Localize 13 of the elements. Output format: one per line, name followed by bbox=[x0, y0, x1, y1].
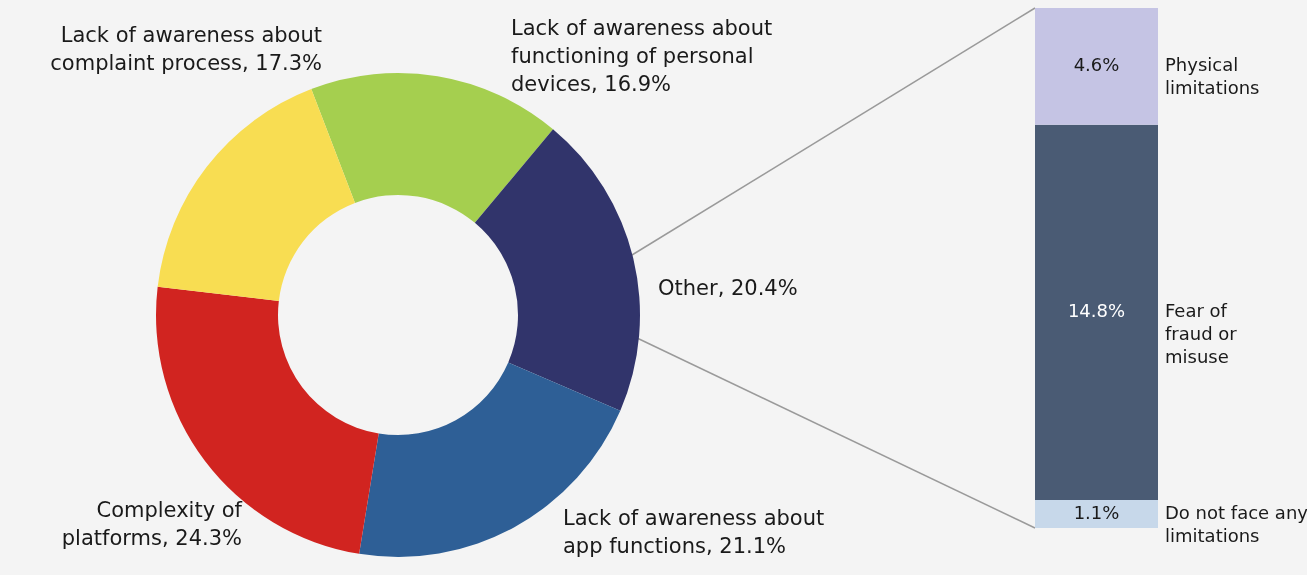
donut-slice bbox=[474, 129, 640, 411]
donut-slice bbox=[157, 89, 355, 301]
slice-label: Complexity of platforms, 24.3% bbox=[61, 498, 243, 550]
slice-label: Lack of awareness about complaint process, 17.3% bbox=[50, 23, 322, 75]
slice-label: Lack of awareness about functioning of personal devices, 16.9% bbox=[511, 16, 773, 96]
slice-label: Other, 20.4% bbox=[658, 276, 798, 300]
series-label: Do not face any limitations bbox=[1165, 502, 1307, 547]
slice-label: Lack of awareness about app functions, 21.1% bbox=[563, 506, 825, 558]
data-label: 14.8% bbox=[1067, 300, 1126, 322]
data-label: 1.1% bbox=[1073, 502, 1120, 524]
series-label: Fear of fraud or misuse bbox=[1165, 300, 1238, 368]
data-label: 4.6% bbox=[1073, 54, 1120, 76]
series-label: Physical limitations bbox=[1165, 54, 1260, 99]
